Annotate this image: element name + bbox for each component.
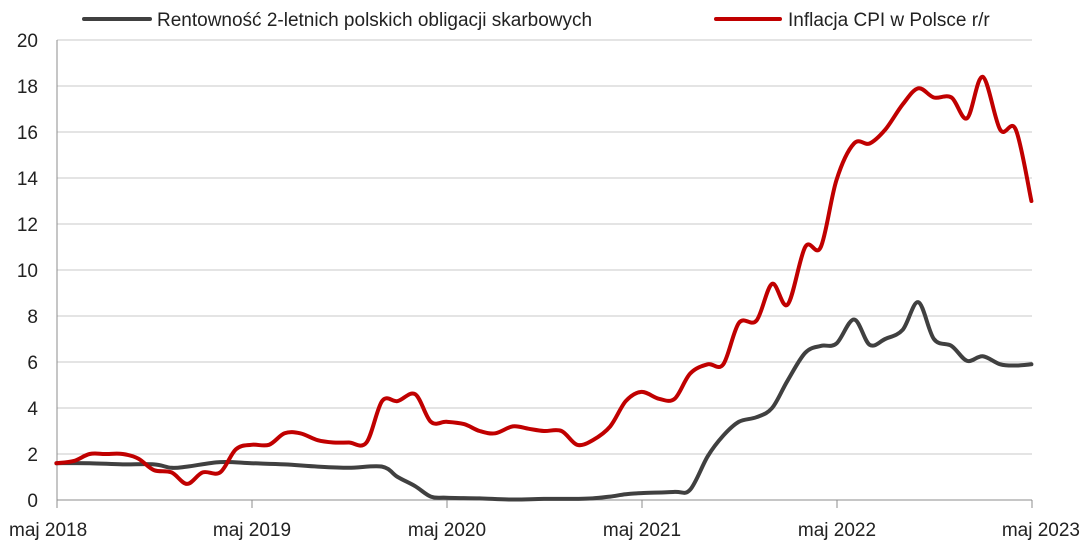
- series-line-cpi-inflation: [54, 74, 1034, 486]
- legend: Rentowność 2-letnich polskich obligacji …: [82, 10, 990, 31]
- x-tick-label: maj 2022: [798, 520, 876, 541]
- y-tick-label: 12: [17, 215, 38, 236]
- grid-lines: [57, 39, 1032, 455]
- legend-label: Inflacja CPI w Polsce r/r: [788, 10, 990, 31]
- y-tick-label: 6: [27, 353, 38, 374]
- y-tick-label: 8: [27, 307, 38, 328]
- y-tick-label: 16: [17, 123, 38, 144]
- x-tick-label: maj 2023: [1002, 520, 1080, 541]
- y-tick-label: 0: [27, 491, 38, 512]
- x-tick-label: maj 2018: [9, 520, 87, 541]
- series-lines: [54, 74, 1034, 502]
- x-tick-label: maj 2020: [408, 520, 486, 541]
- y-tick-label: 18: [17, 77, 38, 98]
- y-tick-label: 4: [27, 399, 38, 420]
- y-tick-label: 14: [17, 169, 39, 190]
- y-tick-label: 2: [27, 445, 38, 466]
- y-tick-label: 20: [17, 31, 38, 52]
- x-tick-label: maj 2021: [603, 520, 681, 541]
- legend-label: Rentowność 2-letnich polskich obligacji …: [157, 10, 592, 31]
- series-line-bond-yield: [54, 300, 1034, 502]
- x-tick-label: maj 2019: [213, 520, 291, 541]
- y-tick-label: 10: [17, 261, 38, 282]
- axes: 0 2 4 6 8 10 12 14 16 18 20 maj 2018 maj 2019 maj 202…: [9, 31, 1080, 541]
